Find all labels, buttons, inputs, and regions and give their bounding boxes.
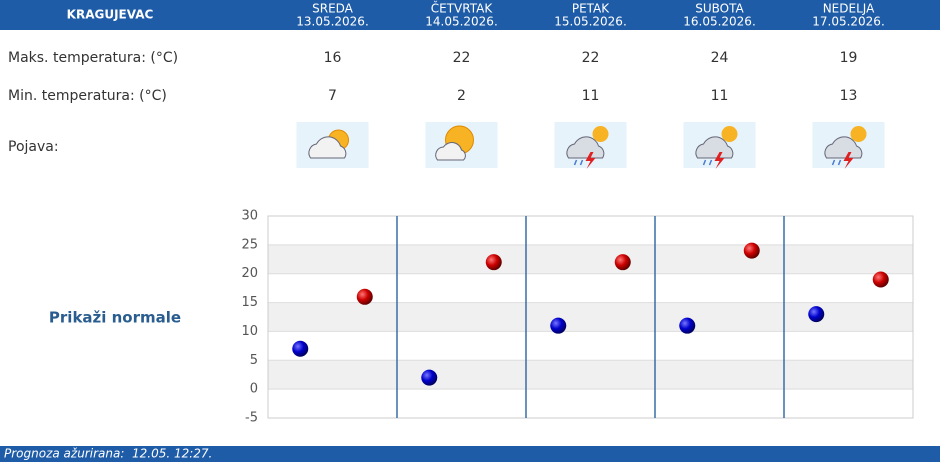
day-name: ČETVRTAK bbox=[431, 1, 494, 16]
cloud bbox=[566, 136, 605, 159]
weather-icon bbox=[425, 122, 498, 168]
temp-value: 24 bbox=[711, 50, 729, 66]
sun bbox=[592, 126, 609, 142]
temp-point bbox=[808, 306, 825, 323]
cloud bbox=[308, 136, 347, 159]
header-bar bbox=[0, 0, 940, 30]
cloud bbox=[435, 142, 466, 161]
temp-value: 16 bbox=[324, 50, 342, 66]
footer-bar bbox=[0, 446, 940, 462]
y-tick-label: -5 bbox=[245, 411, 258, 426]
y-tick-label: 0 bbox=[250, 382, 258, 397]
y-tick-label: 25 bbox=[241, 237, 258, 252]
temp-value: 19 bbox=[840, 50, 858, 66]
temp-value: 22 bbox=[582, 50, 600, 66]
day-name: SUBOTA bbox=[695, 2, 744, 16]
y-tick-label: 30 bbox=[241, 209, 258, 224]
row-label: Maks. temperatura: (°C) bbox=[8, 50, 178, 66]
cloud bbox=[695, 136, 734, 159]
day-name: NEDELJA bbox=[823, 2, 875, 16]
lightning bbox=[714, 152, 725, 169]
rain bbox=[573, 159, 578, 166]
day-date: 15.05.2026. bbox=[554, 15, 627, 29]
day-date: 17.05.2026. bbox=[812, 15, 885, 29]
day-date: 13.05.2026. bbox=[296, 15, 369, 29]
grid-band bbox=[268, 360, 913, 390]
day-date: 14.05.2026. bbox=[425, 15, 498, 29]
row-label: Min. temperatura: (°C) bbox=[8, 88, 167, 104]
rain bbox=[831, 159, 836, 166]
rain bbox=[579, 159, 584, 166]
lightning bbox=[843, 152, 854, 169]
lightning bbox=[585, 152, 596, 169]
temp-point bbox=[743, 242, 760, 259]
y-tick-label: 20 bbox=[241, 266, 258, 281]
day-name: PETAK bbox=[572, 2, 610, 16]
rain bbox=[702, 159, 707, 166]
weather-icon bbox=[812, 122, 885, 169]
temp-value: 11 bbox=[711, 88, 729, 104]
temp-point bbox=[356, 288, 373, 305]
temp-value: 7 bbox=[328, 88, 337, 104]
grid-band bbox=[268, 244, 913, 274]
y-tick-label: 10 bbox=[241, 324, 258, 339]
temp-point bbox=[292, 340, 309, 357]
cloud bbox=[824, 136, 863, 159]
day-name: SREDA bbox=[312, 2, 354, 16]
temp-point bbox=[872, 271, 889, 288]
weather-icon bbox=[296, 122, 369, 168]
sun bbox=[850, 126, 867, 142]
y-tick-label: 15 bbox=[241, 295, 258, 310]
temp-value: 22 bbox=[453, 50, 471, 66]
temp-value: 11 bbox=[582, 88, 600, 104]
temp-point bbox=[679, 317, 696, 334]
sun bbox=[721, 126, 738, 142]
temp-point bbox=[485, 254, 502, 271]
day-date: 16.05.2026. bbox=[683, 15, 756, 29]
plot-frame bbox=[267, 215, 914, 419]
footer-text: Prognoza ažurirana: 12.05. 12:27. bbox=[4, 447, 212, 461]
temp-value: 2 bbox=[457, 88, 466, 104]
normals-link[interactable]: Prikaži normale bbox=[49, 309, 181, 327]
temp-point bbox=[614, 254, 631, 271]
temp-point bbox=[421, 369, 438, 386]
city: KRAGUJEVAC bbox=[67, 8, 154, 22]
weather-icon bbox=[554, 122, 627, 169]
grid-band bbox=[268, 302, 913, 332]
y-tick-label: 5 bbox=[250, 353, 258, 368]
weather-icon bbox=[683, 122, 756, 169]
temp-value: 13 bbox=[840, 88, 858, 104]
temp-point bbox=[550, 317, 567, 334]
phenomenon-label: Pojava: bbox=[8, 139, 59, 155]
rain bbox=[708, 159, 713, 166]
rain bbox=[837, 159, 842, 166]
